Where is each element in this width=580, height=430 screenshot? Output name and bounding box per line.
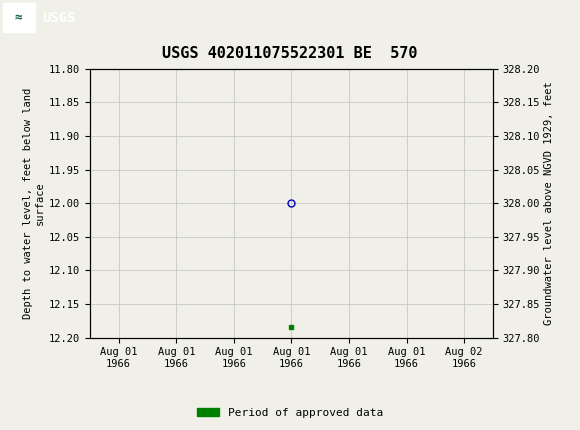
Bar <box>3 3 35 32</box>
Text: ≈: ≈ <box>15 11 22 24</box>
Y-axis label: Depth to water level, feet below land
surface: Depth to water level, feet below land su… <box>23 88 45 319</box>
Text: USGS 402011075522301 BE  570: USGS 402011075522301 BE 570 <box>162 46 418 61</box>
Legend: Period of approved data: Period of approved data <box>193 403 387 422</box>
Text: USGS: USGS <box>42 10 75 25</box>
Y-axis label: Groundwater level above NGVD 1929, feet: Groundwater level above NGVD 1929, feet <box>545 81 554 325</box>
